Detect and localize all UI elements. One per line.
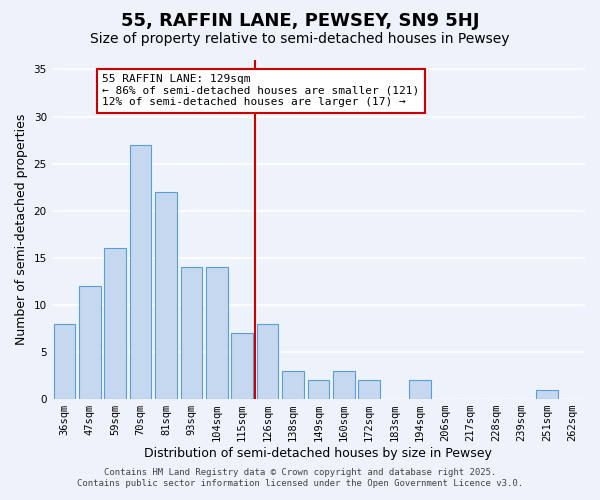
Bar	[130, 145, 151, 399]
Bar	[206, 267, 227, 399]
X-axis label: Distribution of semi-detached houses by size in Pewsey: Distribution of semi-detached houses by …	[145, 447, 492, 460]
Bar	[409, 380, 431, 399]
Bar	[104, 248, 126, 399]
Y-axis label: Number of semi-detached properties: Number of semi-detached properties	[15, 114, 28, 345]
Text: 55 RAFFIN LANE: 129sqm
← 86% of semi-detached houses are smaller (121)
12% of se: 55 RAFFIN LANE: 129sqm ← 86% of semi-det…	[103, 74, 420, 108]
Bar	[181, 267, 202, 399]
Bar	[257, 324, 278, 399]
Bar	[232, 333, 253, 399]
Bar	[282, 371, 304, 399]
Bar	[308, 380, 329, 399]
Bar	[155, 192, 177, 399]
Bar	[536, 390, 557, 399]
Text: 55, RAFFIN LANE, PEWSEY, SN9 5HJ: 55, RAFFIN LANE, PEWSEY, SN9 5HJ	[121, 12, 479, 30]
Bar	[333, 371, 355, 399]
Bar	[53, 324, 75, 399]
Bar	[79, 286, 101, 399]
Text: Contains HM Land Registry data © Crown copyright and database right 2025.
Contai: Contains HM Land Registry data © Crown c…	[77, 468, 523, 487]
Text: Size of property relative to semi-detached houses in Pewsey: Size of property relative to semi-detach…	[90, 32, 510, 46]
Bar	[358, 380, 380, 399]
